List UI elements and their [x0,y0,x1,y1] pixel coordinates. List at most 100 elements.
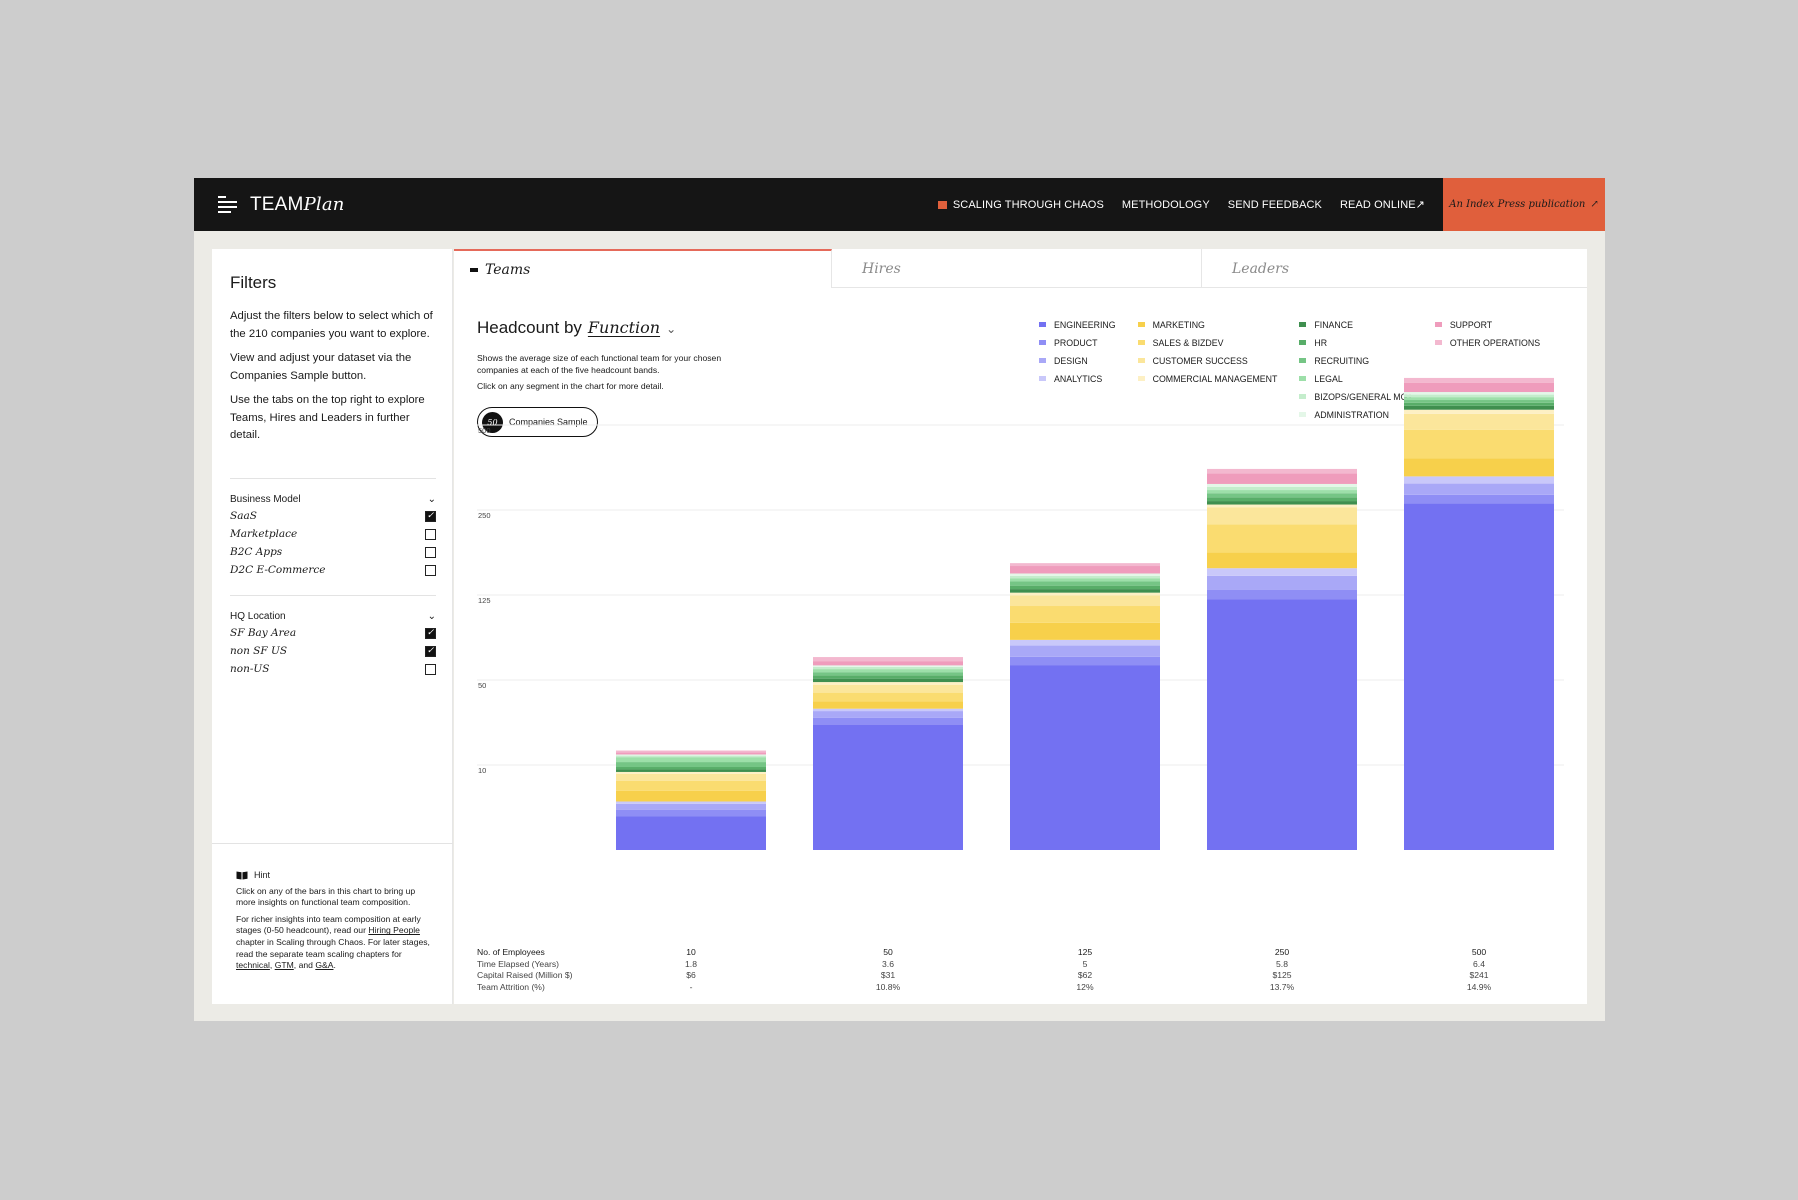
bar-segment-other-operations[interactable] [1404,377,1554,383]
bar-segment-support[interactable] [1010,566,1160,574]
bar-segment-design[interactable] [1404,483,1554,495]
publication-link[interactable]: An Index Press publication ↗ [1443,178,1605,231]
bar-segment-hr[interactable] [1010,585,1160,590]
bar-segment-marketing[interactable] [1404,458,1554,477]
bar-segment-analytics[interactable] [616,801,766,804]
checkbox[interactable] [425,528,436,540]
filter-group-header[interactable]: HQ Location ⌄ [230,610,436,622]
bar-segment-recruiting[interactable] [616,762,766,768]
bar-segment-other-operations[interactable] [1010,563,1160,567]
bar-segment-bizops-general-mgt[interactable] [616,755,766,758]
legend-item-finance[interactable]: Finance [1299,319,1412,330]
bar-segment-engineering[interactable] [1010,665,1160,850]
bar-segment-bizops-general-mgt[interactable] [1010,575,1160,579]
bar-segment-product[interactable] [616,809,766,817]
link-hiring-people[interactable]: Hiring People [368,925,420,936]
bar-segment-finance[interactable] [1404,405,1554,410]
bar-segment-hr[interactable] [813,675,963,679]
bar-segment-recruiting[interactable] [1207,493,1357,498]
legend-item-engineering[interactable]: Engineering [1039,319,1116,330]
bar-segment-bizops-general-mgt[interactable] [1207,486,1357,491]
bar-segment-design[interactable] [813,711,963,718]
bar-segment-marketing[interactable] [1010,622,1160,640]
bar-segment-product[interactable] [1010,656,1160,666]
link-gtm[interactable]: GTM [274,960,294,971]
bar-segment-bizops-general-mgt[interactable] [813,666,963,670]
bar-segment-legal[interactable] [616,757,766,763]
bar-segment-legal[interactable] [1207,490,1357,494]
bar-segment-recruiting[interactable] [1404,400,1554,403]
bar-segment-product[interactable] [1207,589,1357,600]
bar-segment-support[interactable] [1207,473,1357,484]
bar-segment-sales-bizdev[interactable] [813,692,963,702]
bar-segment-analytics[interactable] [1010,639,1160,646]
bar-segment-commercial-management[interactable] [1010,592,1160,596]
bar-segment-sales-bizdev[interactable] [1010,606,1160,623]
nav-read-online[interactable]: READ ONLINE↗ [1340,199,1425,211]
bar-segment-product[interactable] [1404,494,1554,504]
bar-segment-sales-bizdev[interactable] [1404,429,1554,459]
filter-option-marketplace[interactable]: Marketplace [230,525,436,543]
bar-250[interactable] [1207,468,1357,850]
bar-125[interactable] [1010,563,1160,850]
bar-segment-finance[interactable] [616,769,766,772]
bar-segment-commercial-management[interactable] [1207,504,1357,508]
bar-segment-hr[interactable] [616,767,766,770]
bar-segment-product[interactable] [813,717,963,725]
bar-segment-hr[interactable] [1207,497,1357,502]
bar-segment-customer-success[interactable] [1404,413,1554,430]
bar-segment-sales-bizdev[interactable] [1207,524,1357,553]
bar-segment-engineering[interactable] [813,724,963,850]
bar-segment-design[interactable] [1207,575,1357,590]
legend-item-design[interactable]: Design [1039,355,1116,366]
bar-segment-hr[interactable] [1404,402,1554,406]
bar-segment-engineering[interactable] [1404,503,1554,850]
bar-segment-finance[interactable] [1207,501,1357,505]
bar-segment-marketing[interactable] [616,790,766,802]
bar-segment-other-operations[interactable] [1207,468,1357,474]
bar-segment-engineering[interactable] [616,816,766,850]
legend-item-other-operations[interactable]: Other Operations [1434,337,1540,348]
tab-teams[interactable]: Teams [454,249,832,288]
bar-segment-other-operations[interactable] [616,750,766,753]
bar-segment-administration[interactable] [1010,573,1160,576]
bar-segment-administration[interactable] [1404,392,1554,395]
bar-segment-support[interactable] [616,752,766,755]
bar-segment-sales-bizdev[interactable] [616,780,766,791]
bar-segment-commercial-management[interactable] [616,771,766,774]
legend-item-sales-bizdev[interactable]: Sales & BizDev [1137,337,1278,348]
filter-option-saas[interactable]: SaaS ✓ [230,510,436,522]
checkbox[interactable] [425,546,436,558]
bar-segment-recruiting[interactable] [1010,581,1160,586]
bar-50[interactable] [813,657,963,850]
checkbox[interactable]: ✓ [425,645,436,657]
checkbox[interactable]: ✓ [425,510,436,522]
bar-segment-administration[interactable] [616,754,766,756]
legend-item-support[interactable]: Support [1434,319,1540,330]
bar-segment-legal[interactable] [1010,578,1160,582]
checkbox[interactable]: ✓ [425,627,436,639]
bar-segment-commercial-management[interactable] [1404,409,1554,414]
bar-segment-bizops-general-mgt[interactable] [1404,394,1554,398]
bar-segment-design[interactable] [616,803,766,810]
logo[interactable]: TEAMPlan [218,191,345,219]
legend-item-commercial-management[interactable]: Commercial Management [1137,373,1277,384]
bar-segment-engineering[interactable] [1207,599,1357,850]
bar-segment-design[interactable] [1010,645,1160,657]
filter-group-header[interactable]: Business Model ⌄ [230,493,436,505]
filter-option-d2c-ecommerce[interactable]: D2C E-Commerce [230,561,436,579]
filter-option-sf-bay-area[interactable]: SF Bay Area ✓ [230,627,436,639]
bar-10[interactable] [616,750,766,850]
bar-segment-customer-success[interactable] [1207,507,1357,525]
tab-hires[interactable]: Hires [832,249,1202,288]
legend-item-recruiting[interactable]: Recruiting [1299,355,1412,366]
nav-send-feedback[interactable]: SEND FEEDBACK [1227,198,1322,211]
legend-item-legal[interactable]: Legal [1299,373,1412,384]
bar-segment-customer-success[interactable] [813,684,963,693]
legend-item-hr[interactable]: HR [1299,337,1412,348]
bar-segment-support[interactable] [813,661,963,666]
bar-segment-support[interactable] [1404,382,1554,393]
bar-segment-other-operations[interactable] [813,657,963,662]
function-dropdown[interactable]: Function [587,318,661,337]
legend-item-administration[interactable]: Administration [1299,409,1412,420]
